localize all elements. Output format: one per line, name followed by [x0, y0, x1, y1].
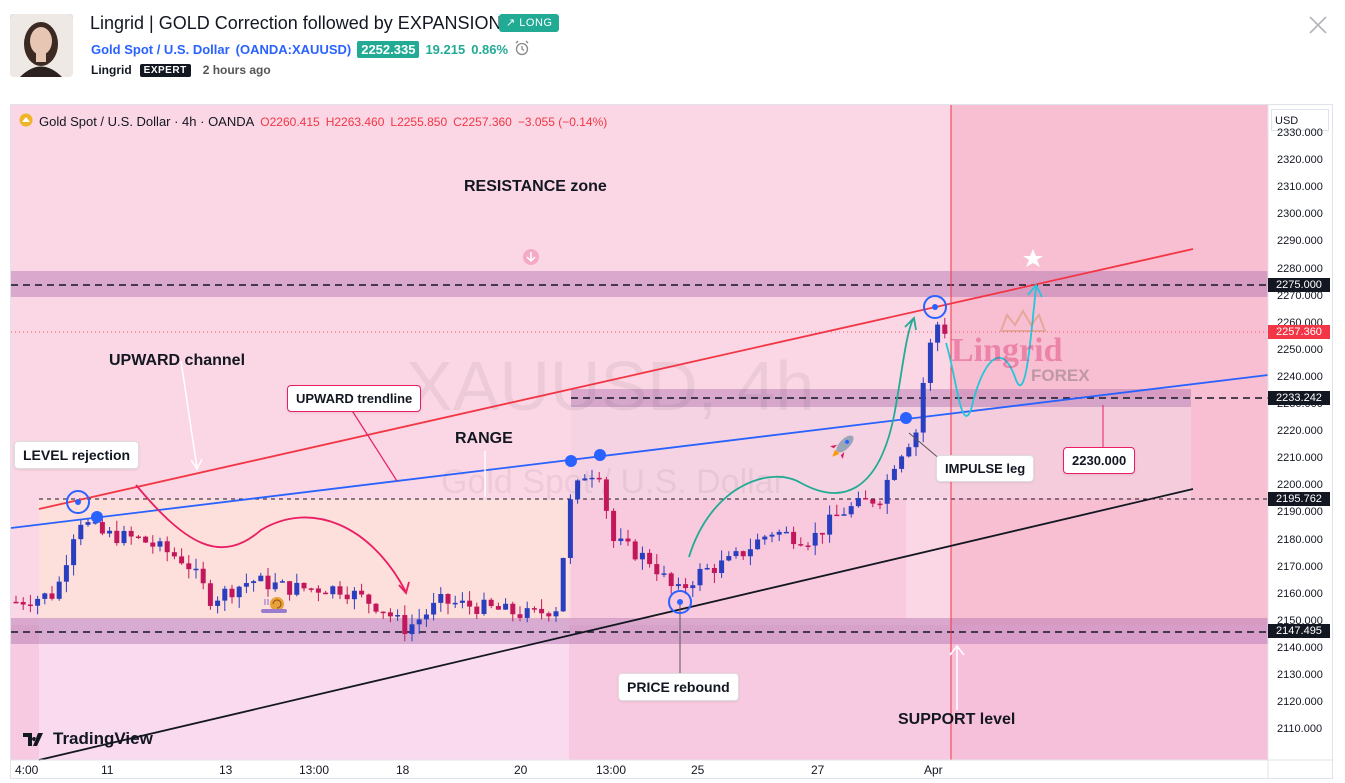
price-axis-label: 2140.000	[1277, 641, 1323, 654]
price-axis-label: 2290.000	[1277, 235, 1323, 248]
forecast-path-arrow	[945, 286, 1037, 417]
legend-change: −3.055 (−0.14%)	[517, 114, 608, 129]
price-change-pct: 0.86%	[471, 42, 509, 57]
target-price-note[interactable]: 2230.000	[1063, 447, 1136, 474]
price-axis-label: 2320.000	[1277, 154, 1323, 167]
price-axis-label: 2210.000	[1277, 452, 1323, 465]
support-price-tag: 2147.495	[1268, 624, 1330, 638]
range-box	[39, 499, 569, 619]
close-icon[interactable]	[1307, 14, 1329, 36]
range-top-price-tag: 2195.762	[1268, 492, 1330, 506]
legend-high: H2263.460	[325, 114, 385, 129]
range-label: RANGE	[455, 430, 513, 447]
svg-text:Lingrid: Lingrid	[951, 332, 1063, 369]
price-change: 19.215	[425, 42, 466, 57]
resistance-zone-label: RESISTANCE zone	[464, 178, 607, 195]
mid-price-tag: 2233.242	[1268, 391, 1330, 405]
gold-coin-icon	[19, 113, 33, 130]
price-axis-label: 2160.000	[1277, 587, 1323, 600]
time-axis-label: 13:00	[299, 763, 330, 777]
alarm-clock-icon[interactable]	[514, 40, 530, 59]
price-axis-label: 2240.000	[1277, 370, 1323, 383]
resistance-zone-band	[11, 271, 1268, 297]
publish-time: 2 hours ago	[202, 63, 271, 77]
price-rebound-note[interactable]: PRICE rebound	[618, 673, 739, 701]
candles	[13, 317, 948, 642]
author-avatar[interactable]	[10, 14, 73, 77]
price-axis-label: 2250.000	[1277, 343, 1323, 356]
upward-channel-label: UPWARD channel	[109, 352, 246, 369]
time-axis-label: Apr	[924, 763, 943, 777]
expert-badge: EXPERT	[139, 63, 191, 77]
legend-close: C2257.360	[453, 114, 512, 129]
author-name[interactable]: Lingrid	[91, 63, 132, 77]
watermark-main: XAUUSD, 4h	[406, 347, 814, 425]
snail-icon	[261, 597, 287, 613]
long-badge: ↗ LONG	[499, 14, 560, 32]
author-line: Lingrid EXPERT 2 hours ago	[91, 63, 271, 77]
price-axis-label: 2310.000	[1277, 181, 1323, 194]
price-axis-label: 2170.000	[1277, 560, 1323, 573]
time-axis-label: 4:00	[15, 763, 39, 777]
symbol-name-link[interactable]: Gold Spot / U.S. Dollar	[91, 42, 230, 57]
legend-low: L2255.850	[390, 114, 448, 129]
price-axis-label: 2270.000	[1277, 289, 1323, 302]
star-icon	[1023, 249, 1043, 267]
time-axis-label: 13:00	[596, 763, 627, 777]
symbol-code-link[interactable]: (OANDA:XAUUSD)	[235, 42, 352, 57]
range-path-arrow	[135, 484, 407, 593]
symbol-line: Gold Spot / U.S. Dollar (OANDA:XAUUSD) 2…	[91, 40, 530, 59]
time-axis-label: 11	[101, 763, 114, 777]
price-axis-label: 2200.000	[1277, 479, 1323, 492]
chart-legend: Gold Spot / U.S. Dollar · 4h · OANDA O22…	[19, 113, 607, 130]
lingrid-brand-logo: Lingrid FOREX	[951, 308, 1090, 385]
price-axis-label: 2280.000	[1277, 262, 1323, 275]
impulse-path-arrow	[688, 318, 914, 558]
tradingview-logo[interactable]: TradingView	[23, 729, 153, 749]
time-axis-label: 18	[396, 763, 410, 777]
level-rejection-note[interactable]: LEVEL rejection	[14, 441, 140, 469]
lower-channel-line	[38, 488, 1194, 761]
current-price: 2252.335	[357, 41, 420, 58]
price-axis-label: 2130.000	[1277, 669, 1323, 681]
time-axis-label: 20	[514, 763, 528, 777]
time-axis-label: 27	[811, 763, 825, 777]
price-axis-label: 2120.000	[1277, 696, 1323, 709]
legend-title[interactable]: Gold Spot / U.S. Dollar · 4h · OANDA	[39, 114, 255, 129]
last-price-tag: 2257.360	[1268, 325, 1330, 339]
price-axis-label: 2190.000	[1277, 506, 1323, 519]
upward-trendline	[11, 374, 1269, 529]
chart-panel[interactable]: XAUUSD, 4h Gold Spot / U.S. Dollar	[10, 104, 1333, 779]
price-axis-label: 2300.000	[1277, 208, 1323, 221]
arrow-down-circle-icon	[523, 249, 539, 265]
price-axis-label: 2330.000	[1277, 127, 1323, 139]
price-axis-label: 2180.000	[1277, 533, 1323, 546]
svg-text:FOREX: FOREX	[1031, 366, 1090, 385]
price-axis-label: 2150.000	[1277, 614, 1323, 627]
price-axis-label: 2220.000	[1277, 425, 1323, 438]
tradingview-icon	[23, 733, 43, 746]
idea-header: Lingrid | GOLD Correction followed by EX…	[0, 0, 1345, 100]
support-level-label: SUPPORT level	[898, 711, 1016, 728]
currency-selector[interactable]: USD	[1271, 109, 1329, 131]
time-axis-label: 25	[691, 763, 705, 777]
idea-title: Lingrid | GOLD Correction followed by EX…	[90, 13, 502, 33]
time-axis-label: 13	[219, 763, 233, 777]
impulse-leg-note[interactable]: IMPULSE leg	[936, 455, 1035, 482]
price-axis-label: 2110.000	[1277, 723, 1323, 736]
support-zone-band	[11, 618, 1268, 644]
resistance-price-tag: 2275.000	[1268, 278, 1330, 292]
upward-trendline-note[interactable]: UPWARD trendline	[287, 385, 422, 412]
legend-open: O2260.415	[260, 114, 320, 129]
upper-channel-line	[38, 248, 1194, 510]
